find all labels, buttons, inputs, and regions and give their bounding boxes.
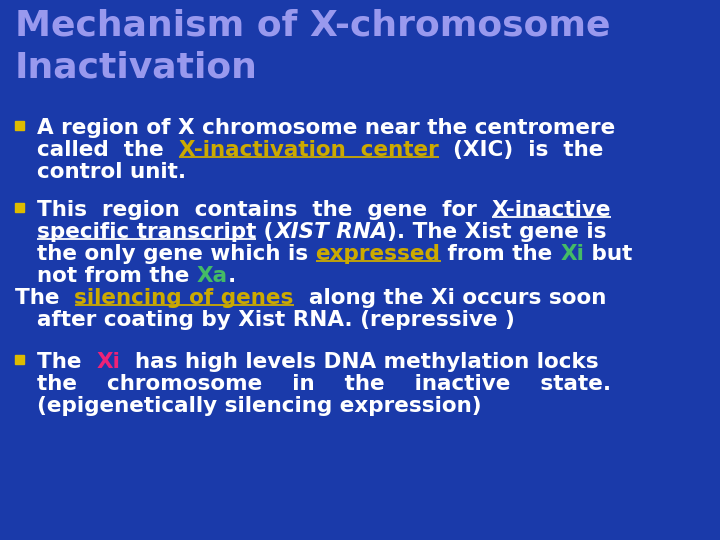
Text: (epigenetically silencing expression): (epigenetically silencing expression): [37, 396, 482, 416]
Text: The: The: [37, 352, 96, 372]
Text: (XIC)  is  the: (XIC) is the: [438, 140, 604, 160]
Text: the    chromosome    in    the    inactive    state.: the chromosome in the inactive state.: [37, 374, 611, 394]
Text: not from the: not from the: [37, 266, 197, 286]
Text: specific transcript: specific transcript: [37, 222, 256, 242]
Text: X-inactivation  center: X-inactivation center: [179, 140, 438, 160]
Text: control unit.: control unit.: [37, 162, 186, 182]
Bar: [15, 355, 24, 364]
Text: Mechanism of X-chromosome
Inactivation: Mechanism of X-chromosome Inactivation: [15, 8, 611, 84]
Text: from the: from the: [441, 244, 560, 264]
Text: The: The: [15, 288, 74, 308]
Text: after coating by Xist RNA. (repressive ): after coating by Xist RNA. (repressive ): [37, 310, 515, 330]
Text: silencing of genes: silencing of genes: [74, 288, 294, 308]
Text: Xi: Xi: [96, 352, 120, 372]
Text: Xa: Xa: [197, 266, 228, 286]
Text: .: .: [228, 266, 236, 286]
Text: called  the: called the: [37, 140, 179, 160]
Text: has high levels DNA methylation locks: has high levels DNA methylation locks: [120, 352, 599, 372]
Text: ). The Xist gene is: ). The Xist gene is: [387, 222, 607, 242]
Text: along the Xi occurs soon: along the Xi occurs soon: [294, 288, 606, 308]
Bar: [15, 121, 24, 130]
Text: A region of X chromosome near the centromere: A region of X chromosome near the centro…: [37, 118, 616, 138]
Text: but: but: [584, 244, 632, 264]
Text: X-inactive: X-inactive: [492, 200, 611, 220]
Text: Xi: Xi: [560, 244, 584, 264]
Text: the only gene which is: the only gene which is: [37, 244, 315, 264]
Text: (: (: [256, 222, 274, 242]
Text: This  region  contains  the  gene  for: This region contains the gene for: [37, 200, 492, 220]
Text: expressed: expressed: [315, 244, 441, 264]
Text: XIST RNA: XIST RNA: [274, 222, 387, 242]
Bar: [15, 203, 24, 212]
